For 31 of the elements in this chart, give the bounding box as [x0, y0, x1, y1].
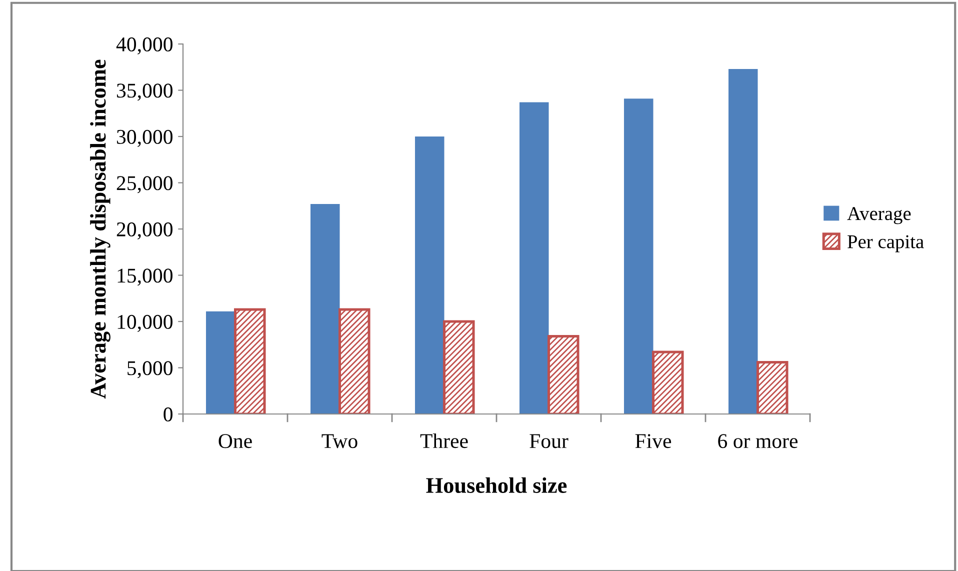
bar: [206, 311, 236, 414]
bar: [414, 136, 444, 414]
legend-label: Per capita: [848, 235, 924, 252]
x-tick-label: Three: [420, 433, 468, 448]
bar: [338, 308, 370, 414]
x-tick-label: One: [218, 434, 252, 448]
bar: [756, 360, 788, 414]
bar: [548, 335, 580, 414]
y-tick-label: 35,000: [116, 84, 172, 101]
y-tick-label: 30,000: [116, 130, 172, 147]
y-tick-label: 0: [164, 407, 172, 422]
x-tick-label: Four: [530, 434, 568, 448]
bar: [234, 308, 266, 414]
y-axis-title: Average monthly disposable income: [90, 60, 110, 399]
bar: [519, 102, 549, 414]
x-axis-title: Household size: [426, 477, 567, 494]
y-tick-label: 40,000: [116, 37, 172, 54]
y-tick-label: 5,000: [128, 361, 172, 378]
x-tick-label: Five: [635, 434, 672, 448]
y-tick-label: 20,000: [116, 222, 172, 240]
bar: [652, 350, 684, 414]
x-tick-label: 6 or more: [718, 434, 798, 448]
bar: [310, 204, 340, 414]
y-tick-label: 25,000: [116, 176, 172, 194]
bar: [728, 68, 758, 414]
bar: [624, 98, 654, 414]
x-tick-label: Two: [322, 434, 358, 448]
legend-label: Average: [847, 207, 911, 224]
bar: [443, 320, 475, 414]
y-tick-label: 10,000: [118, 314, 172, 332]
y-tick-label: 15,000: [118, 268, 172, 286]
